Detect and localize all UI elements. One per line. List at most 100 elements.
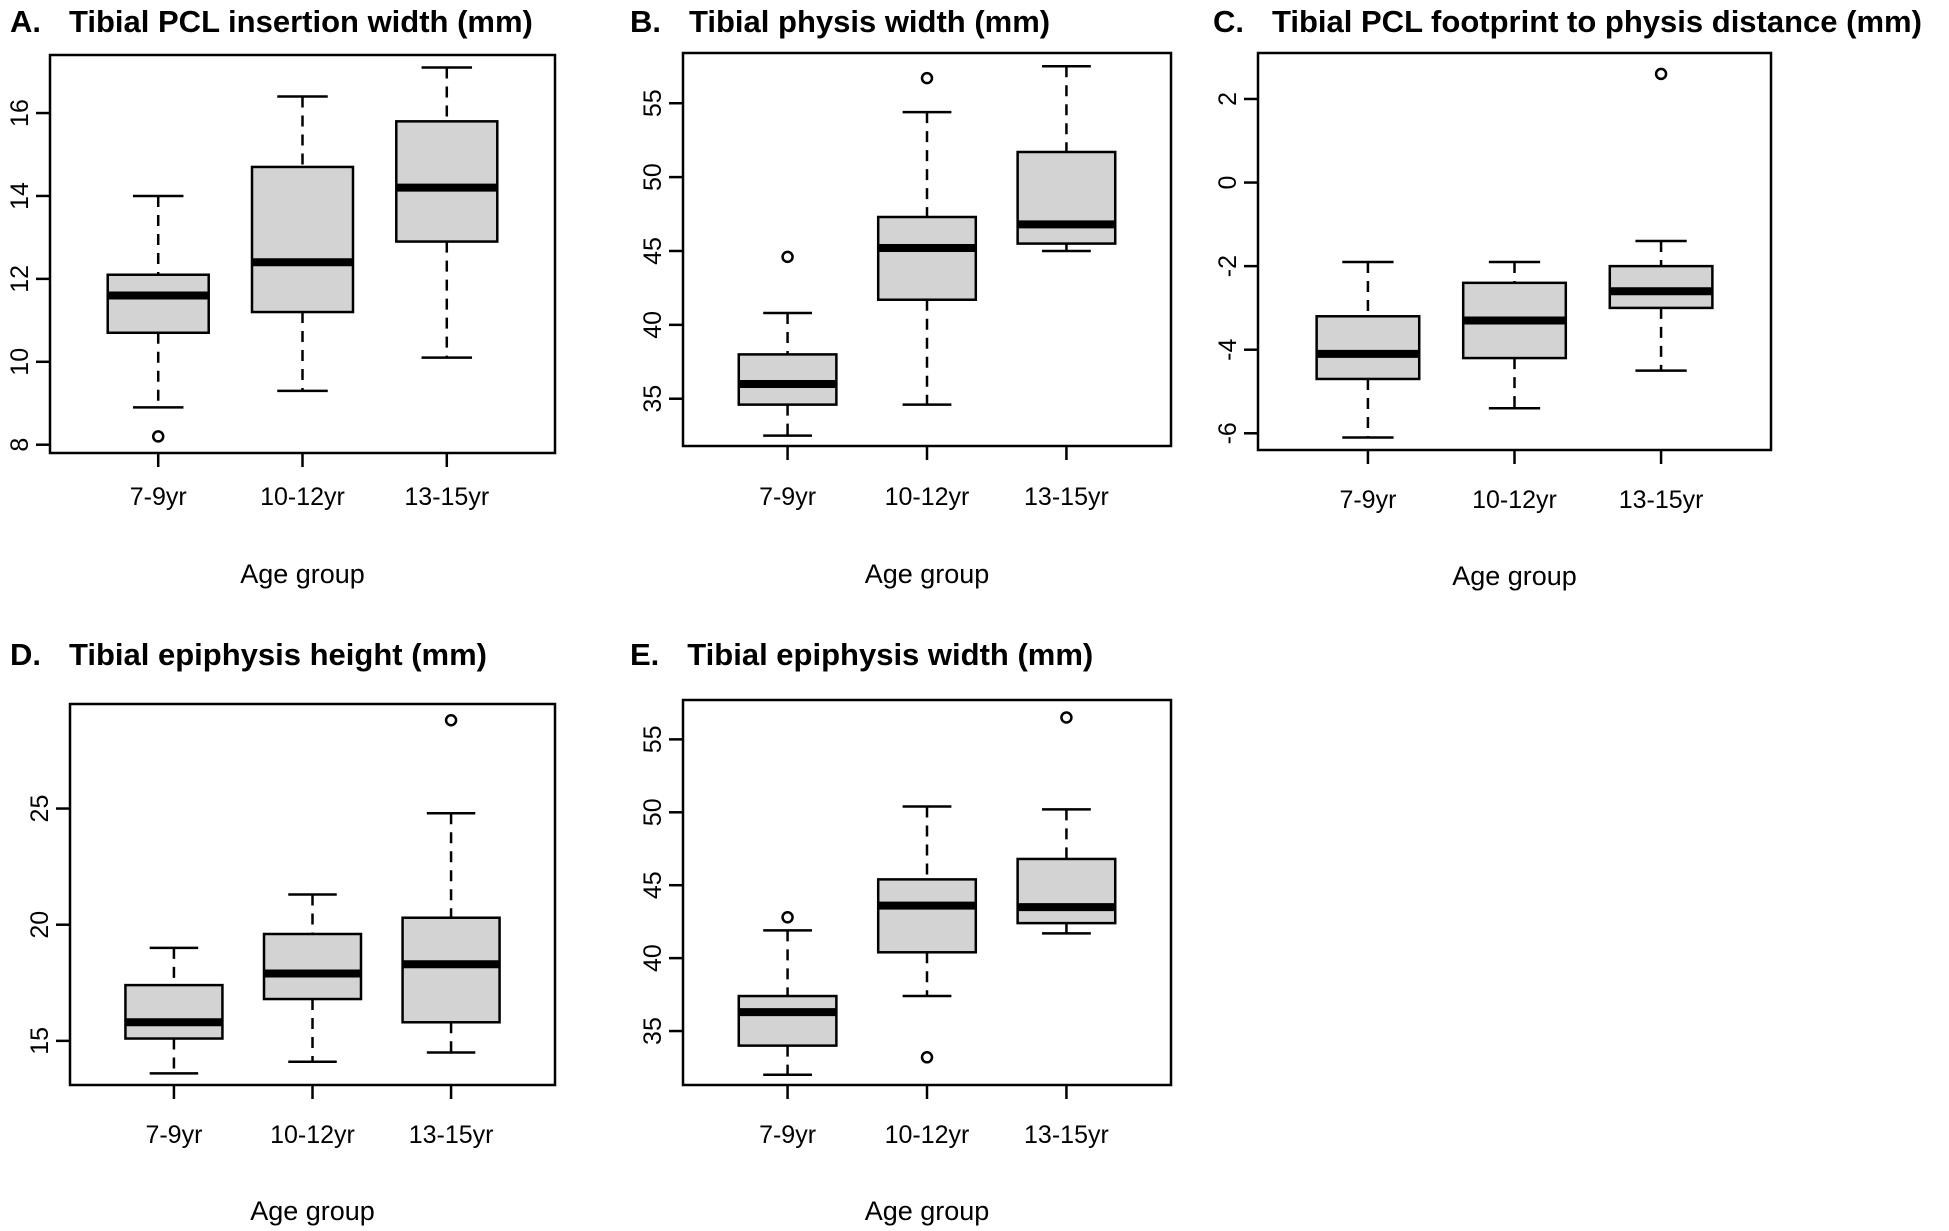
panel-letter: D.: [10, 637, 41, 672]
x-tick-label: 7-9yr: [759, 1121, 816, 1149]
x-axis-label: Age group: [865, 559, 990, 589]
y-tick-label: 55: [639, 89, 667, 117]
y-tick-label: 14: [6, 182, 34, 210]
x-tick-label: 13-15yr: [404, 483, 489, 511]
y-tick-label: 8: [6, 438, 34, 452]
x-tick-label: 7-9yr: [145, 1121, 202, 1149]
panel-title: D. Tibial epiphysis height (mm): [10, 637, 487, 672]
x-tick-label: 10-12yr: [260, 483, 345, 511]
y-tick-label: 50: [639, 163, 667, 191]
box-7-9yr: 7-9yr: [106, 194, 210, 511]
box-10-12yr: 10-12yr: [876, 71, 978, 511]
box-13-15yr: 13-15yr: [401, 714, 501, 1149]
iqr-box: [737, 994, 838, 1047]
x-axis-label: Age group: [240, 559, 365, 589]
x-tick-label: 7-9yr: [759, 483, 816, 511]
box-13-15yr: 13-15yr: [1016, 65, 1117, 511]
outlier-point: [151, 430, 165, 443]
panel-title: E. Tibial epiphysis width (mm): [630, 637, 1093, 672]
y-tick-label: -6: [1214, 422, 1242, 444]
outlier-point: [1654, 67, 1668, 81]
panel-c: C. Tibial PCL footprint to physis distanc…: [1213, 4, 1922, 591]
y-tick-label: 40: [639, 311, 667, 339]
x-tick-label: 10-12yr: [885, 1121, 970, 1149]
y-tick-label: 45: [639, 237, 667, 265]
panel-title-text: Tibial epiphysis width (mm): [687, 637, 1093, 672]
plot-frame: [1256, 51, 1773, 452]
iqr-box: [1315, 315, 1421, 381]
panel-title: A. Tibial PCL insertion width (mm): [10, 4, 533, 39]
iqr-box: [250, 165, 355, 314]
x-axis-label: Age group: [250, 1196, 375, 1226]
y-tick-label: 0: [1214, 176, 1242, 190]
x-tick-label: 13-15yr: [409, 1121, 494, 1149]
iqr-box: [737, 353, 838, 406]
iqr-box: [876, 878, 978, 954]
box-7-9yr: 7-9yr: [737, 911, 838, 1149]
y-tick-label: 40: [639, 944, 667, 972]
x-tick-label: 7-9yr: [1339, 486, 1396, 514]
panel-letter: A.: [10, 4, 41, 39]
box-7-9yr: 7-9yr: [737, 250, 838, 511]
panel-title: B. Tibial physis width (mm): [630, 4, 1050, 39]
panel-letter: E.: [630, 637, 659, 672]
y-tick-label: 16: [6, 99, 34, 127]
y-tick-label: 45: [639, 871, 667, 899]
panel-letter: B.: [630, 4, 661, 39]
outlier-point: [444, 714, 458, 727]
iqr-box: [395, 120, 499, 243]
iqr-box: [401, 916, 501, 1024]
panel-a: A. Tibial PCL insertion width (mm) 8 10 12 14…: [6, 4, 557, 589]
panel-title-text: Tibial PCL insertion width (mm): [69, 4, 533, 39]
x-axis-label: Age group: [865, 1196, 990, 1226]
box-10-12yr: 10-12yr: [876, 805, 978, 1149]
y-tick-label: -2: [1214, 255, 1242, 277]
x-tick-label: 13-15yr: [1619, 486, 1704, 514]
panel-b: B. Tibial physis width (mm) 35 40 45 50 55 7-9y…: [630, 4, 1173, 589]
iqr-box: [1016, 150, 1117, 245]
box-13-15yr: 13-15yr: [1608, 67, 1714, 514]
x-tick-label: 10-12yr: [270, 1121, 355, 1149]
iqr-box: [106, 273, 210, 335]
iqr-box: [876, 215, 978, 301]
y-tick-label: -4: [1214, 338, 1242, 360]
x-axis-label: Age group: [1452, 561, 1577, 591]
iqr-box: [124, 983, 224, 1040]
x-tick-label: 13-15yr: [1024, 483, 1109, 511]
x-tick-label: 10-12yr: [885, 483, 970, 511]
panel-e: E. Tibial epiphysis width (mm) 35 40 45 50 55 7…: [630, 637, 1173, 1226]
y-tick-label: 2: [1214, 92, 1242, 106]
panel-title-text: Tibial physis width (mm): [689, 4, 1050, 39]
box-10-12yr: 10-12yr: [250, 95, 355, 511]
y-tick-label: 10: [6, 348, 34, 376]
panel-title-text: Tibial PCL footprint to physis distance …: [1272, 4, 1922, 39]
y-tick-label: 35: [639, 1017, 667, 1045]
panel-title: C. Tibial PCL footprint to physis distanc…: [1213, 4, 1922, 39]
box-7-9yr: 7-9yr: [1315, 260, 1421, 514]
box-10-12yr: 10-12yr: [262, 893, 363, 1149]
outlier-point: [920, 1051, 934, 1064]
y-tick-label: 12: [6, 265, 34, 293]
box-10-12yr: 10-12yr: [1461, 260, 1568, 514]
panel-d: D. Tibial epiphysis height (mm) 15 20 25 7-9y…: [10, 637, 557, 1226]
box-13-15yr: 13-15yr: [1016, 711, 1117, 1149]
box-13-15yr: 13-15yr: [395, 66, 499, 511]
y-tick-label: 55: [639, 725, 667, 753]
iqr-box: [1016, 857, 1117, 925]
outlier-point: [781, 250, 794, 264]
y-tick-label: 25: [26, 795, 54, 823]
iqr-box: [262, 932, 363, 1001]
outlier-point: [920, 71, 934, 85]
outlier-point: [781, 911, 794, 924]
x-tick-label: 10-12yr: [1472, 486, 1557, 514]
panel-letter: C.: [1213, 4, 1244, 39]
y-tick-label: 50: [639, 798, 667, 826]
y-tick-label: 20: [26, 911, 54, 939]
box-7-9yr: 7-9yr: [124, 946, 224, 1149]
iqr-box: [1608, 264, 1714, 310]
x-tick-label: 7-9yr: [130, 483, 187, 511]
panel-title-text: Tibial epiphysis height (mm): [69, 637, 487, 672]
y-tick-label: 35: [639, 385, 667, 413]
outlier-point: [1060, 711, 1073, 724]
